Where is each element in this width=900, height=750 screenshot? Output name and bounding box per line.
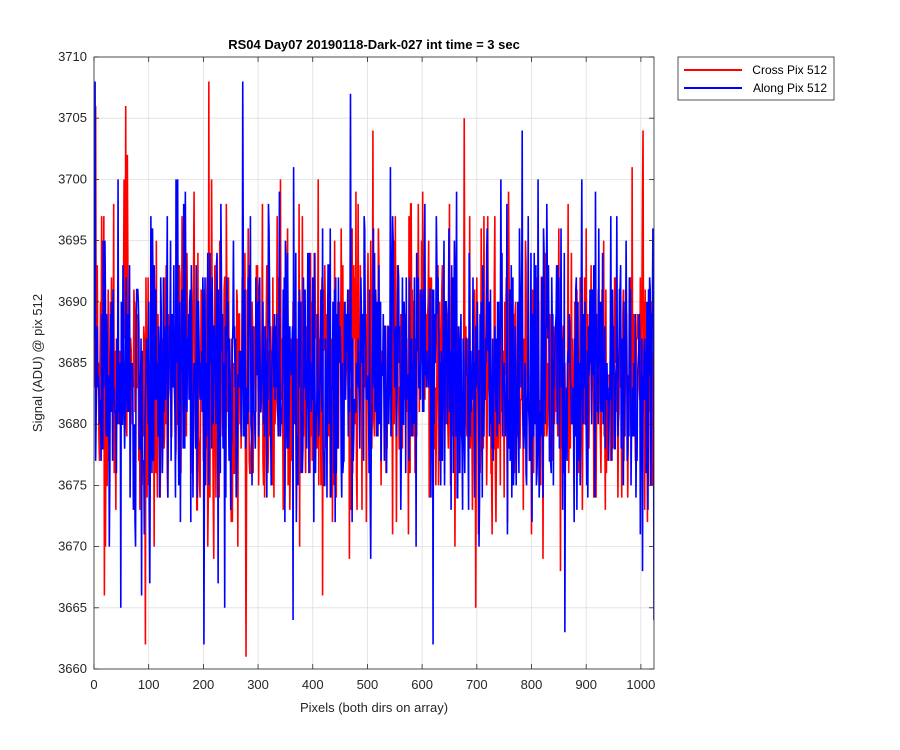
x-axis-label: Pixels (both dirs on array) xyxy=(300,700,448,715)
axis-ticks: 0 100 200 300 400 500 600 700 800 900 1000 3660 3665… xyxy=(58,49,655,692)
legend-label-along: Along Pix 512 xyxy=(753,81,827,95)
x-tick-label: 500 xyxy=(357,677,379,692)
legend-box xyxy=(677,56,835,101)
y-axis-label: Signal (ADU) @ pix 512 xyxy=(30,294,45,432)
y-tick-label: 3710 xyxy=(58,49,87,64)
y-tick-label: 3670 xyxy=(58,539,87,554)
y-tick-label: 3695 xyxy=(58,233,87,248)
x-tick-label: 800 xyxy=(521,677,543,692)
y-tick-label: 3665 xyxy=(58,600,87,615)
y-tick-label: 3690 xyxy=(58,294,87,309)
y-tick-label: 3705 xyxy=(58,110,87,125)
x-tick-label: 1000 xyxy=(626,677,655,692)
chart-title: RS04 Day07 20190118-Dark-027 int time = … xyxy=(228,37,520,52)
legend-label-cross: Cross Pix 512 xyxy=(752,63,827,77)
x-tick-label: 600 xyxy=(411,677,433,692)
plot-frame xyxy=(93,56,655,670)
x-tick-label: 100 xyxy=(138,677,160,692)
x-tick-label: 700 xyxy=(466,677,488,692)
y-tick-label: 3675 xyxy=(58,477,87,492)
x-tick-label: 900 xyxy=(575,677,597,692)
series-layer xyxy=(94,81,654,657)
legend: Cross Pix 512 Along Pix 512 xyxy=(677,56,835,101)
y-tick-label: 3685 xyxy=(58,355,87,370)
y-tick-label: 3660 xyxy=(58,661,87,676)
series-line-along-pix-512 xyxy=(94,81,654,645)
y-tick-label: 3680 xyxy=(58,416,87,431)
x-tick-label: 400 xyxy=(302,677,324,692)
x-tick-label: 0 xyxy=(90,677,97,692)
y-tick-label: 3700 xyxy=(58,171,87,186)
x-tick-label: 200 xyxy=(193,677,215,692)
x-tick-label: 300 xyxy=(247,677,269,692)
